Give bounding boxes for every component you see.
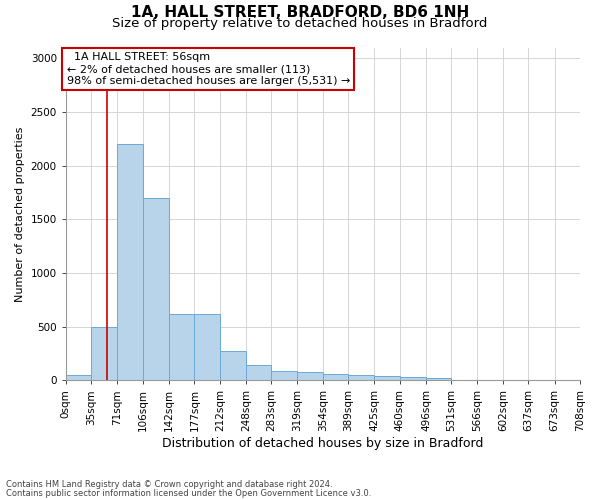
Bar (374, 376, 400, 380)
Text: Size of property relative to detached houses in Bradford: Size of property relative to detached ho… (112, 18, 488, 30)
X-axis label: Distribution of detached houses by size in Bradford: Distribution of detached houses by size … (162, 437, 484, 450)
Y-axis label: Number of detached properties: Number of detached properties (15, 126, 25, 302)
Text: 1A HALL STREET: 56sqm
← 2% of detached houses are smaller (113)
98% of semi-deta: 1A HALL STREET: 56sqm ← 2% of detached h… (67, 52, 350, 86)
Bar (91, 326, 118, 380)
Bar (118, 144, 143, 380)
Text: Contains HM Land Registry data © Crown copyright and database right 2024.: Contains HM Land Registry data © Crown c… (6, 480, 332, 489)
Text: Contains public sector information licensed under the Open Government Licence v3: Contains public sector information licen… (6, 488, 371, 498)
Bar (66, 375, 91, 380)
Bar (400, 377, 426, 380)
Bar (143, 198, 169, 380)
Bar (220, 352, 246, 380)
Text: 1A, HALL STREET, BRADFORD, BD6 1NH: 1A, HALL STREET, BRADFORD, BD6 1NH (131, 5, 469, 20)
Bar (349, 375, 374, 380)
Bar (426, 378, 451, 380)
Bar (246, 366, 271, 380)
Bar (298, 372, 323, 380)
Bar (169, 314, 194, 380)
Bar (323, 374, 349, 380)
Bar (271, 370, 298, 380)
Bar (194, 314, 220, 380)
